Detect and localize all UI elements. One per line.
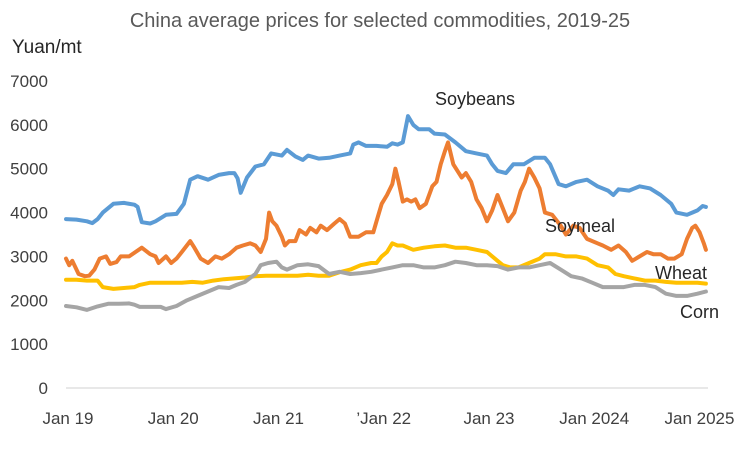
chart-title: China average prices for selected commod… (130, 10, 630, 32)
x-tick-label: Jan 23 (463, 409, 514, 428)
axes: 0 1000 2000 3000 4000 5000 6000 7000 Jan 19 Jan 2… (10, 72, 734, 428)
y-tick-label: 4000 (10, 204, 48, 223)
series-line-soymeal (64, 140, 708, 279)
y-tick-label: 1000 (10, 335, 48, 354)
x-tick-label: Jan 21 (253, 409, 304, 428)
x-tick-label: Jan 20 (148, 409, 199, 428)
x-tick-label: ’Jan 22 (356, 409, 411, 428)
series-label-corn: Corn (680, 302, 719, 322)
series-line-soybeans (64, 114, 708, 226)
series-label-wheat: Wheat (655, 263, 707, 283)
series-line-corn (64, 259, 708, 312)
y-tick-label: 5000 (10, 160, 48, 179)
series-labels: Soybeans Soymeal Wheat Corn (435, 89, 719, 322)
x-tick-label: Jan 19 (42, 409, 93, 428)
series-label-soybeans: Soybeans (435, 89, 515, 109)
y-axis-label: Yuan/mt (12, 37, 82, 58)
series-line-wheat (64, 241, 708, 291)
y-tick-label: 3000 (10, 247, 48, 266)
series-label-soymeal: Soymeal (545, 216, 615, 236)
y-tick-label: 0 (39, 379, 48, 398)
y-tick-label: 6000 (10, 116, 48, 135)
y-tick-label: 2000 (10, 291, 48, 310)
series-lines (64, 114, 708, 312)
x-tick-label: Jan 2024 (559, 409, 629, 428)
y-tick-label: 7000 (10, 72, 48, 91)
x-tick-label: Jan 2025 (664, 409, 734, 428)
